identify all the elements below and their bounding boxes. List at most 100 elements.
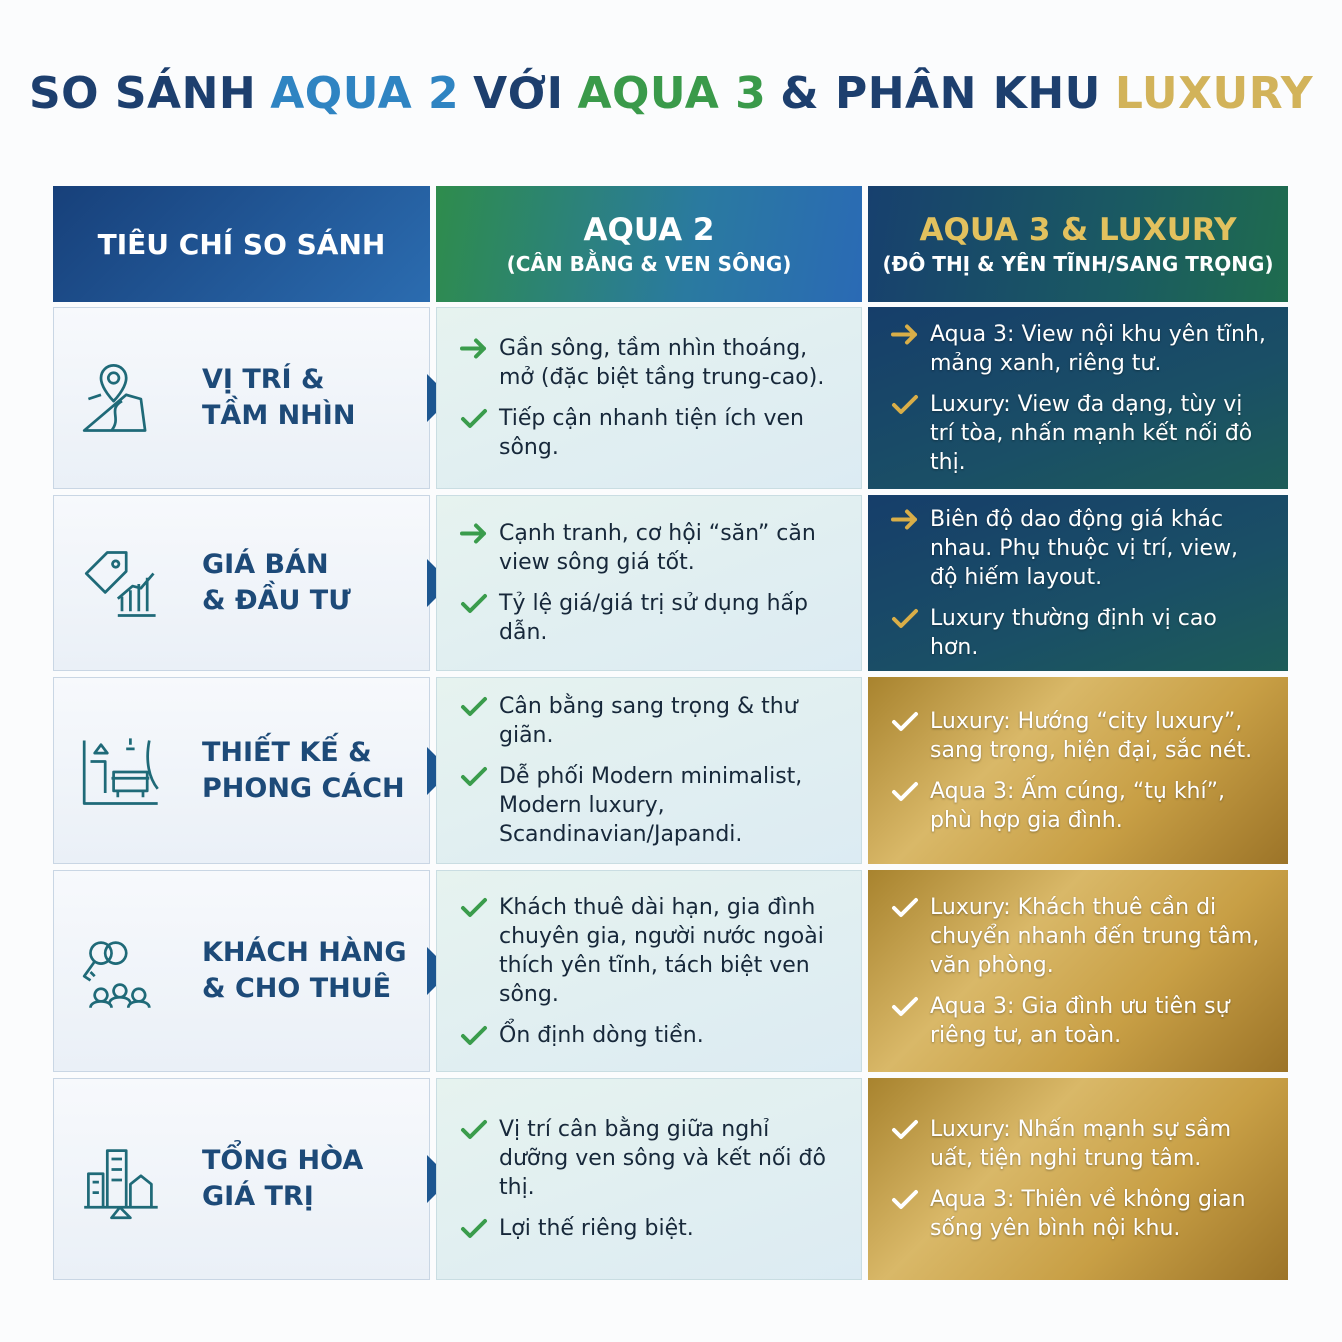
- item-text: Ổn định dòng tiền.: [499, 1022, 704, 1048]
- title-part: AQUA 2: [270, 68, 460, 119]
- aqua3-item: Luxury thường định vị cao hơn.: [890, 604, 1270, 662]
- item-text: Tỷ lệ giá/giá trị sử dụng hấp dẫn.: [499, 591, 808, 645]
- aqua3-item: Luxury: Nhấn mạnh sự sầm uất, tiện nghi …: [890, 1115, 1270, 1173]
- criteria-line: PHONG CÁCH: [202, 772, 405, 804]
- arrow-icon: [460, 523, 486, 544]
- title-part: & PHÂN KHU: [780, 68, 1101, 119]
- item-text: Khách thuê dài hạn, gia đình chuyên gia,…: [499, 894, 824, 1007]
- criteria-icon: [84, 1149, 158, 1220]
- aqua3-cell: Luxury: Khách thuê cần di chuyển nhanh đ…: [868, 870, 1288, 1072]
- criteria-icon: [82, 737, 159, 805]
- aqua2-item: Tỷ lệ giá/giá trị sử dụng hấp dẫn.: [459, 589, 843, 647]
- aqua3-item: Luxury: Hướng “city luxury”, sang trọng,…: [890, 707, 1270, 765]
- item-text: Aqua 3: Ấm cúng, “tụ khí”, phù hợp gia đ…: [930, 778, 1226, 833]
- item-text: Luxury: Nhấn mạnh sự sầm uất, tiện nghi …: [930, 1117, 1232, 1171]
- aqua3-items: Luxury: Hướng “city luxury”, sang trọng,…: [890, 677, 1270, 864]
- aqua2-item: Cân bằng sang trọng & thư giãn.: [459, 692, 843, 750]
- check-icon: [892, 1120, 918, 1139]
- title: SO SÁNH AQUA 2 VỚI AQUA 3 & PHÂN KHU LUXURY: [0, 68, 1342, 119]
- check-icon: [892, 897, 918, 917]
- criteria-line: & CHO THUÊ: [202, 973, 392, 1004]
- criteria-line: & ĐẦU TƯ: [202, 585, 351, 616]
- item-text: Vị trí cân bằng giữa nghỉ dưỡng ven sông…: [499, 1117, 826, 1200]
- item-text: Cân bằng sang trọng & thư giãn.: [499, 694, 798, 748]
- item-text: Luxury: Hướng “city luxury”, sang trọng,…: [930, 708, 1253, 763]
- criteria-cell: GIÁ BÁN & ĐẦU TƯ: [53, 495, 430, 671]
- check-icon: [892, 781, 918, 801]
- aqua3-item: Aqua 3: Gia đình ưu tiên sự riêng tư, an…: [890, 992, 1270, 1050]
- aqua3-item: Biên độ dao động giá khác nhau. Phụ thuộ…: [890, 505, 1270, 592]
- aqua2-items: Khách thuê dài hạn, gia đình chuyên gia,…: [459, 871, 843, 1071]
- header-subtitle: (ĐÔ THỊ & YÊN TĨNH/SANG TRỌNG): [882, 252, 1274, 276]
- aqua3-item: Aqua 3: Thiên về không gian sống yên bìn…: [890, 1185, 1270, 1243]
- header-aqua2: AQUA 2 (CÂN BẰNG & VEN SÔNG): [436, 186, 862, 302]
- aqua2-item: Dễ phối Modern minimalist, Modern luxury…: [459, 762, 843, 849]
- aqua2-items: Cân bằng sang trọng & thư giãn. Dễ phối M…: [459, 678, 843, 863]
- aqua3-cell: Luxury: Nhấn mạnh sự sầm uất, tiện nghi …: [868, 1078, 1288, 1280]
- item-text: Tiếp cận nhanh tiện ích ven sông.: [499, 406, 804, 460]
- title-part: SO SÁNH: [28, 68, 257, 119]
- criteria-line: TẦM NHÌN: [202, 400, 356, 431]
- item-text: Luxury thường định vị cao hơn.: [930, 605, 1217, 660]
- check-icon: [461, 1120, 487, 1139]
- item-text: Gần sông, tầm nhìn thoáng, mở (đặc biệt …: [499, 336, 825, 390]
- check-icon: [461, 767, 487, 786]
- criteria-line: TỔNG HÒA: [202, 1145, 364, 1176]
- item-text: Lợi thế riêng biệt.: [499, 1216, 694, 1241]
- check-icon: [892, 711, 918, 731]
- arrow-icon: [891, 509, 917, 529]
- aqua2-cell: Cân bằng sang trọng & thư giãn. Dễ phối M…: [436, 677, 862, 864]
- title-part: VỚI: [473, 68, 564, 119]
- aqua3-items: Aqua 3: View nội khu yên tĩnh, mảng xanh…: [890, 307, 1270, 489]
- item-text: Luxury: View đa dạng, tùy vị trí tòa, nh…: [930, 391, 1253, 475]
- aqua3-item: Luxury: View đa dạng, tùy vị trí tòa, nh…: [890, 390, 1270, 477]
- check-icon: [461, 409, 487, 428]
- criteria-label: TỔNG HÒA GIÁ TRỊ: [202, 1079, 363, 1279]
- criteria-cell: KHÁCH HÀNG & CHO THUÊ: [53, 870, 430, 1072]
- criteria-cell: TỔNG HÒA GIÁ TRỊ: [53, 1078, 430, 1280]
- item-text: Biên độ dao động giá khác nhau. Phụ thuộ…: [930, 506, 1239, 590]
- header-subtitle: (CÂN BẰNG & VEN SÔNG): [506, 252, 792, 276]
- item-text: Cạnh tranh, cơ hội “săn” căn view sông g…: [499, 521, 816, 575]
- criteria-line: GIÁ TRỊ: [202, 1181, 314, 1212]
- criteria-line: THIẾT KẾ &: [202, 736, 372, 768]
- aqua3-items: Biên độ dao động giá khác nhau. Phụ thuộ…: [890, 495, 1270, 671]
- criteria-label: GIÁ BÁN & ĐẦU TƯ: [202, 496, 351, 670]
- aqua2-cell: Cạnh tranh, cơ hội “săn” căn view sông g…: [436, 495, 862, 671]
- criteria-label: VỊ TRÍ & TẦM NHÌN: [202, 308, 355, 488]
- item-text: Aqua 3: View nội khu yên tĩnh, mảng xanh…: [930, 321, 1266, 376]
- check-icon: [461, 897, 487, 917]
- arrow-icon: [460, 338, 486, 359]
- aqua2-item: Lợi thế riêng biệt.: [459, 1214, 843, 1243]
- criteria-icon: [82, 364, 147, 432]
- aqua2-item: Cạnh tranh, cơ hội “săn” căn view sông g…: [459, 519, 843, 577]
- aqua3-item: Luxury: Khách thuê cần di chuyển nhanh đ…: [890, 893, 1270, 980]
- aqua3-cell: Luxury: Hướng “city luxury”, sang trọng,…: [868, 677, 1288, 864]
- item-text: Aqua 3: Thiên về không gian sống yên bìn…: [930, 1187, 1246, 1241]
- aqua3-cell: Biên độ dao động giá khác nhau. Phụ thuộ…: [868, 495, 1288, 671]
- criteria-line: GIÁ BÁN: [202, 549, 329, 580]
- arrow-icon: [891, 324, 917, 344]
- header-title: AQUA 2: [583, 212, 715, 248]
- aqua2-items: Cạnh tranh, cơ hội “săn” căn view sông g…: [459, 496, 843, 670]
- criteria-label: THIẾT KẾ & PHONG CÁCH: [202, 678, 405, 863]
- check-icon: [892, 608, 918, 628]
- header-aqua3: AQUA 3 & LUXURY (ĐÔ THỊ & YÊN TĨNH/SANG T…: [868, 186, 1288, 302]
- aqua2-items: Gần sông, tầm nhìn thoáng, mở (đặc biệt …: [459, 308, 843, 488]
- check-icon: [892, 1190, 918, 1209]
- aqua3-cell: Aqua 3: View nội khu yên tĩnh, mảng xanh…: [868, 307, 1288, 489]
- aqua2-item: Vị trí cân bằng giữa nghỉ dưỡng ven sông…: [459, 1115, 843, 1202]
- check-icon: [461, 1219, 487, 1238]
- aqua3-items: Luxury: Khách thuê cần di chuyển nhanh đ…: [890, 870, 1270, 1072]
- aqua3-item: Aqua 3: View nội khu yên tĩnh, mảng xanh…: [890, 320, 1270, 378]
- header-text: TIÊU CHÍ SO SÁNH: [97, 227, 386, 261]
- aqua2-item: Khách thuê dài hạn, gia đình chuyên gia,…: [459, 893, 843, 1009]
- criteria-line: KHÁCH HÀNG: [202, 937, 407, 968]
- aqua2-item: Tiếp cận nhanh tiện ích ven sông.: [459, 404, 843, 462]
- title-part: LUXURY: [1114, 68, 1314, 119]
- criteria-icon: [84, 551, 156, 617]
- item-text: Aqua 3: Gia đình ưu tiên sự riêng tư, an…: [930, 993, 1230, 1048]
- aqua2-cell: Vị trí cân bằng giữa nghỉ dưỡng ven sông…: [436, 1078, 862, 1280]
